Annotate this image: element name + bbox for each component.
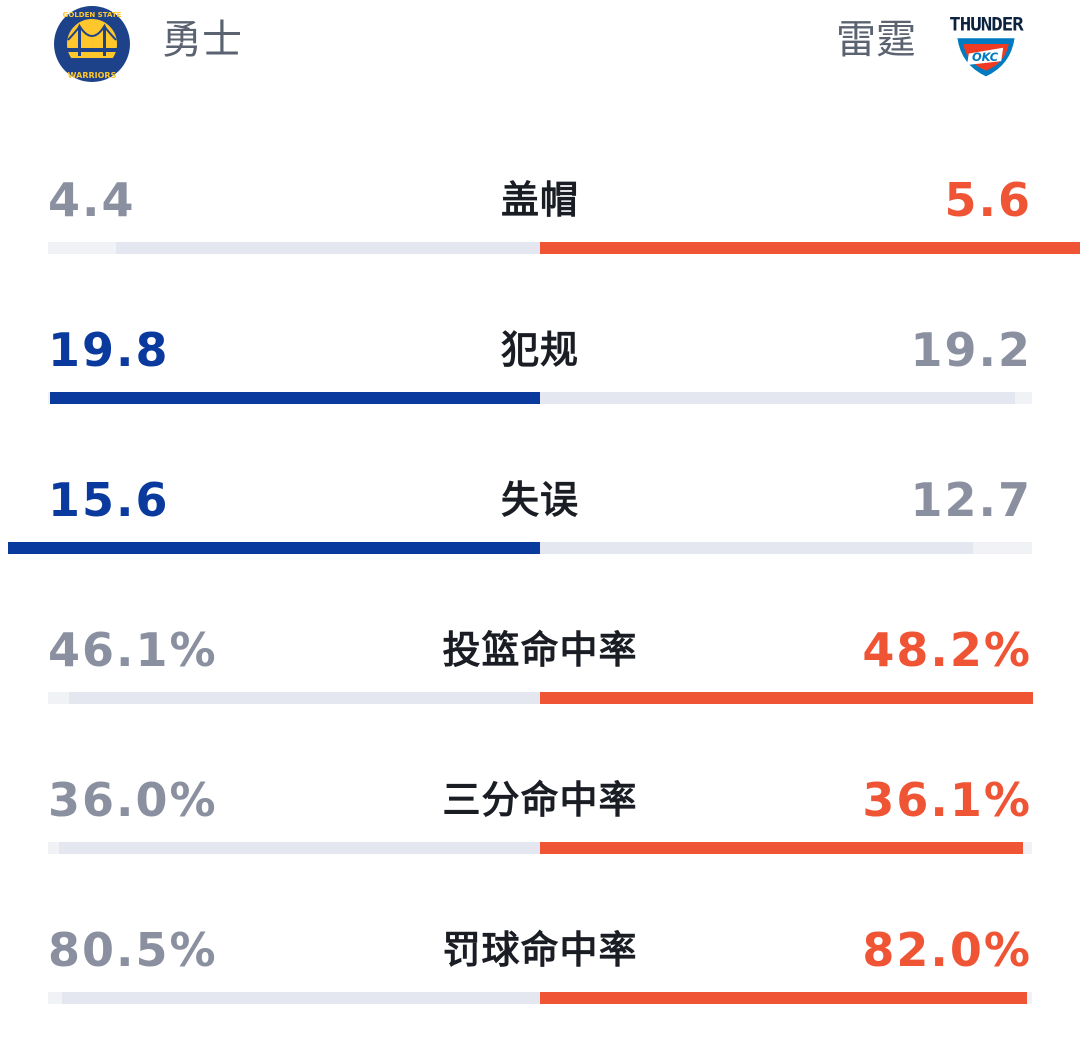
home-stat-value: 4.4 [48,173,136,227]
away-stat-value: 19.2 [910,323,1032,377]
away-stat-value: 36.1% [862,773,1032,827]
comparison-bar-track [8,542,1032,554]
stat-label: 犯规 [500,328,579,372]
stat-label: 失误 [500,478,579,522]
stat-row: 15.6 失误 12.7 [8,470,1032,566]
home-bar-fill [59,842,540,854]
away-stat-value: 5.6 [944,173,1032,227]
comparison-bar-track [48,842,1032,854]
comparison-bar-track [48,242,1080,254]
away-bar-fill [540,992,1027,1004]
home-bar-fill [62,992,540,1004]
home-team-name: 勇士 [162,17,242,63]
home-bar-fill [50,392,540,404]
stat-row: 36.0% 三分命中率 36.1% [48,770,1032,866]
stat-label: 三分命中率 [442,778,638,822]
home-stat-value: 36.0% [48,773,218,827]
svg-text:WARRIORS: WARRIORS [68,71,117,80]
svg-text:GOLDEN STATE: GOLDEN STATE [63,11,122,19]
stat-label: 盖帽 [500,178,579,222]
comparison-bar-track [48,992,1032,1004]
away-bar-fill [540,692,1033,704]
home-bar-fill [69,692,540,704]
svg-text:THUNDER: THUNDER [949,14,1024,36]
home-stat-value: 46.1% [48,623,218,677]
away-bar-fill [540,842,1023,854]
stat-row: 46.1% 投篮命中率 48.2% [48,620,1033,716]
away-bar-fill [540,392,1015,404]
away-stat-value: 82.0% [862,923,1032,977]
comparison-bar-track [48,692,1033,704]
home-stat-value: 15.6 [48,473,170,527]
warriors-logo-icon: GOLDEN STATE WARRIORS [54,6,130,82]
away-team-name: 雷霆 [836,17,916,63]
away-stat-value: 48.2% [862,623,1032,677]
svg-text:OKC: OKC [972,50,999,64]
comparison-bar-track [48,392,1032,404]
stat-row: 80.5% 罚球命中率 82.0% [48,920,1032,1016]
thunder-logo-icon: THUNDER OKC [949,14,1025,77]
stat-row: 19.8 犯规 19.2 [48,320,1032,416]
away-bar-fill [540,242,1080,254]
home-bar-fill [8,542,540,554]
stat-label: 罚球命中率 [442,928,638,972]
away-stat-value: 12.7 [910,473,1032,527]
home-stat-value: 19.8 [48,323,170,377]
home-bar-fill [116,242,540,254]
stat-label: 投篮命中率 [442,628,638,672]
away-bar-fill [540,542,973,554]
home-stat-value: 80.5% [48,923,218,977]
teams-header: GOLDEN STATE WARRIORS 勇士 雷霆 THUNDER OKC [0,0,1080,90]
stat-row: 4.4 盖帽 5.6 [48,170,1080,266]
